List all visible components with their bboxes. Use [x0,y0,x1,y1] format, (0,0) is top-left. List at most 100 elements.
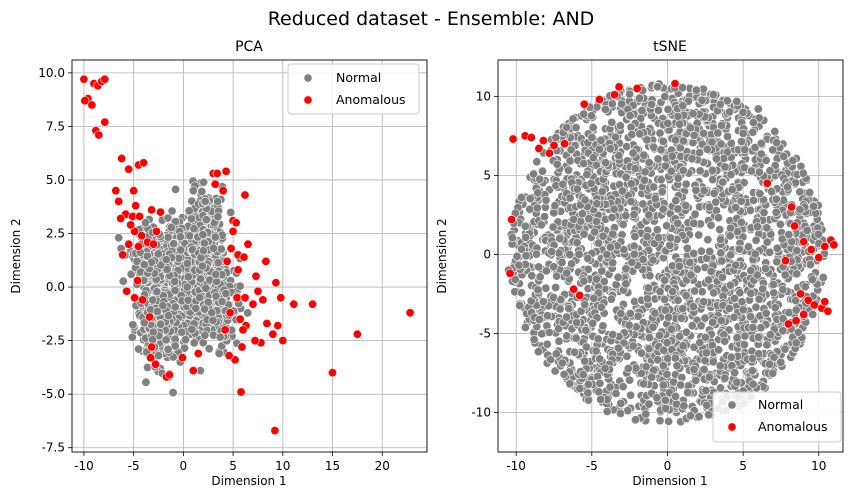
normal-point [678,341,688,351]
normal-point [709,188,719,198]
normal-point [748,379,758,389]
normal-point [565,156,575,166]
normal-point [690,286,700,296]
normal-point [639,175,649,185]
normal-point [640,167,650,177]
normal-point [170,302,180,312]
normal-point [114,233,124,243]
normal-point [716,315,726,325]
normal-point [670,353,680,363]
normal-point [208,315,218,325]
normal-point [517,288,527,298]
normal-point [698,128,708,138]
normal-point [755,189,765,199]
normal-point [625,309,635,319]
anomalous-point [147,342,157,352]
normal-point [207,308,217,318]
normal-point [818,272,828,282]
normal-point [652,225,662,235]
normal-point [550,366,560,376]
y-tick-label: 2.5 [46,227,65,241]
normal-point [716,248,726,258]
normal-point [555,234,565,244]
anomalous-point [116,214,126,224]
normal-point [696,321,706,331]
normal-point [188,186,198,196]
normal-point [552,159,562,169]
anomalous-point [129,186,139,196]
tsne-y-axis-label: Dimension 2 [435,218,449,293]
normal-point [691,375,701,385]
normal-point [760,264,770,274]
tsne-legend: Normal Anomalous [712,391,842,443]
normal-point [743,242,753,252]
pca-legend: Normal Anomalous [287,63,420,115]
normal-point [805,260,815,270]
normal-point [771,194,781,204]
normal-point [196,274,206,284]
x-tick-label: -10 [506,459,526,473]
normal-point [163,311,173,321]
normal-point [565,250,575,260]
normal-point [204,344,214,354]
normal-point [161,335,171,345]
normal-point [142,251,152,261]
normal-point [662,369,672,379]
normal-point [621,264,631,274]
pca-legend-normal-marker [303,73,313,83]
y-tick-label: 0.0 [46,280,65,294]
anomalous-point [560,139,570,149]
normal-point [702,400,712,410]
normal-point [158,301,168,311]
normal-point [168,388,178,398]
normal-point [588,123,598,133]
anomalous-point [137,231,147,241]
normal-point [626,179,636,189]
normal-point [780,270,790,280]
normal-point [597,187,607,197]
normal-point [643,283,653,293]
normal-point [625,375,635,385]
normal-point [658,361,668,371]
normal-point [784,230,794,240]
anomalous-point [233,265,243,275]
normal-point [652,393,662,403]
normal-point [778,285,788,295]
normal-point [780,344,790,354]
normal-point [600,104,610,114]
y-tick-label: -2.5 [42,334,65,348]
anomalous-point [526,133,536,143]
normal-point [716,139,726,149]
tsne-x-axis-label: Dimension 1 [632,474,707,488]
y-tick-label: -5 [479,326,491,340]
normal-point [607,117,617,127]
normal-point [625,111,635,121]
normal-point [738,305,748,315]
normal-point [152,287,162,297]
normal-point [243,308,253,318]
anomalous-point [193,348,203,358]
normal-point [813,229,823,239]
normal-point [182,258,192,268]
normal-point [627,257,637,267]
normal-point [685,258,695,268]
normal-point [706,266,716,276]
normal-point [516,193,526,203]
normal-point [739,340,749,350]
normal-point [552,271,562,281]
normal-point [170,276,180,286]
normal-point [729,312,739,322]
normal-point [647,372,657,382]
anomalous-point [278,336,288,346]
normal-point [541,195,551,205]
normal-point [614,151,624,161]
normal-point [762,340,772,350]
normal-point [750,249,760,259]
normal-point [769,288,779,298]
normal-point [171,184,181,194]
normal-point [139,260,149,270]
normal-point [590,227,600,237]
normal-point [169,239,179,249]
anomalous-point [609,90,619,100]
normal-point [216,244,226,254]
